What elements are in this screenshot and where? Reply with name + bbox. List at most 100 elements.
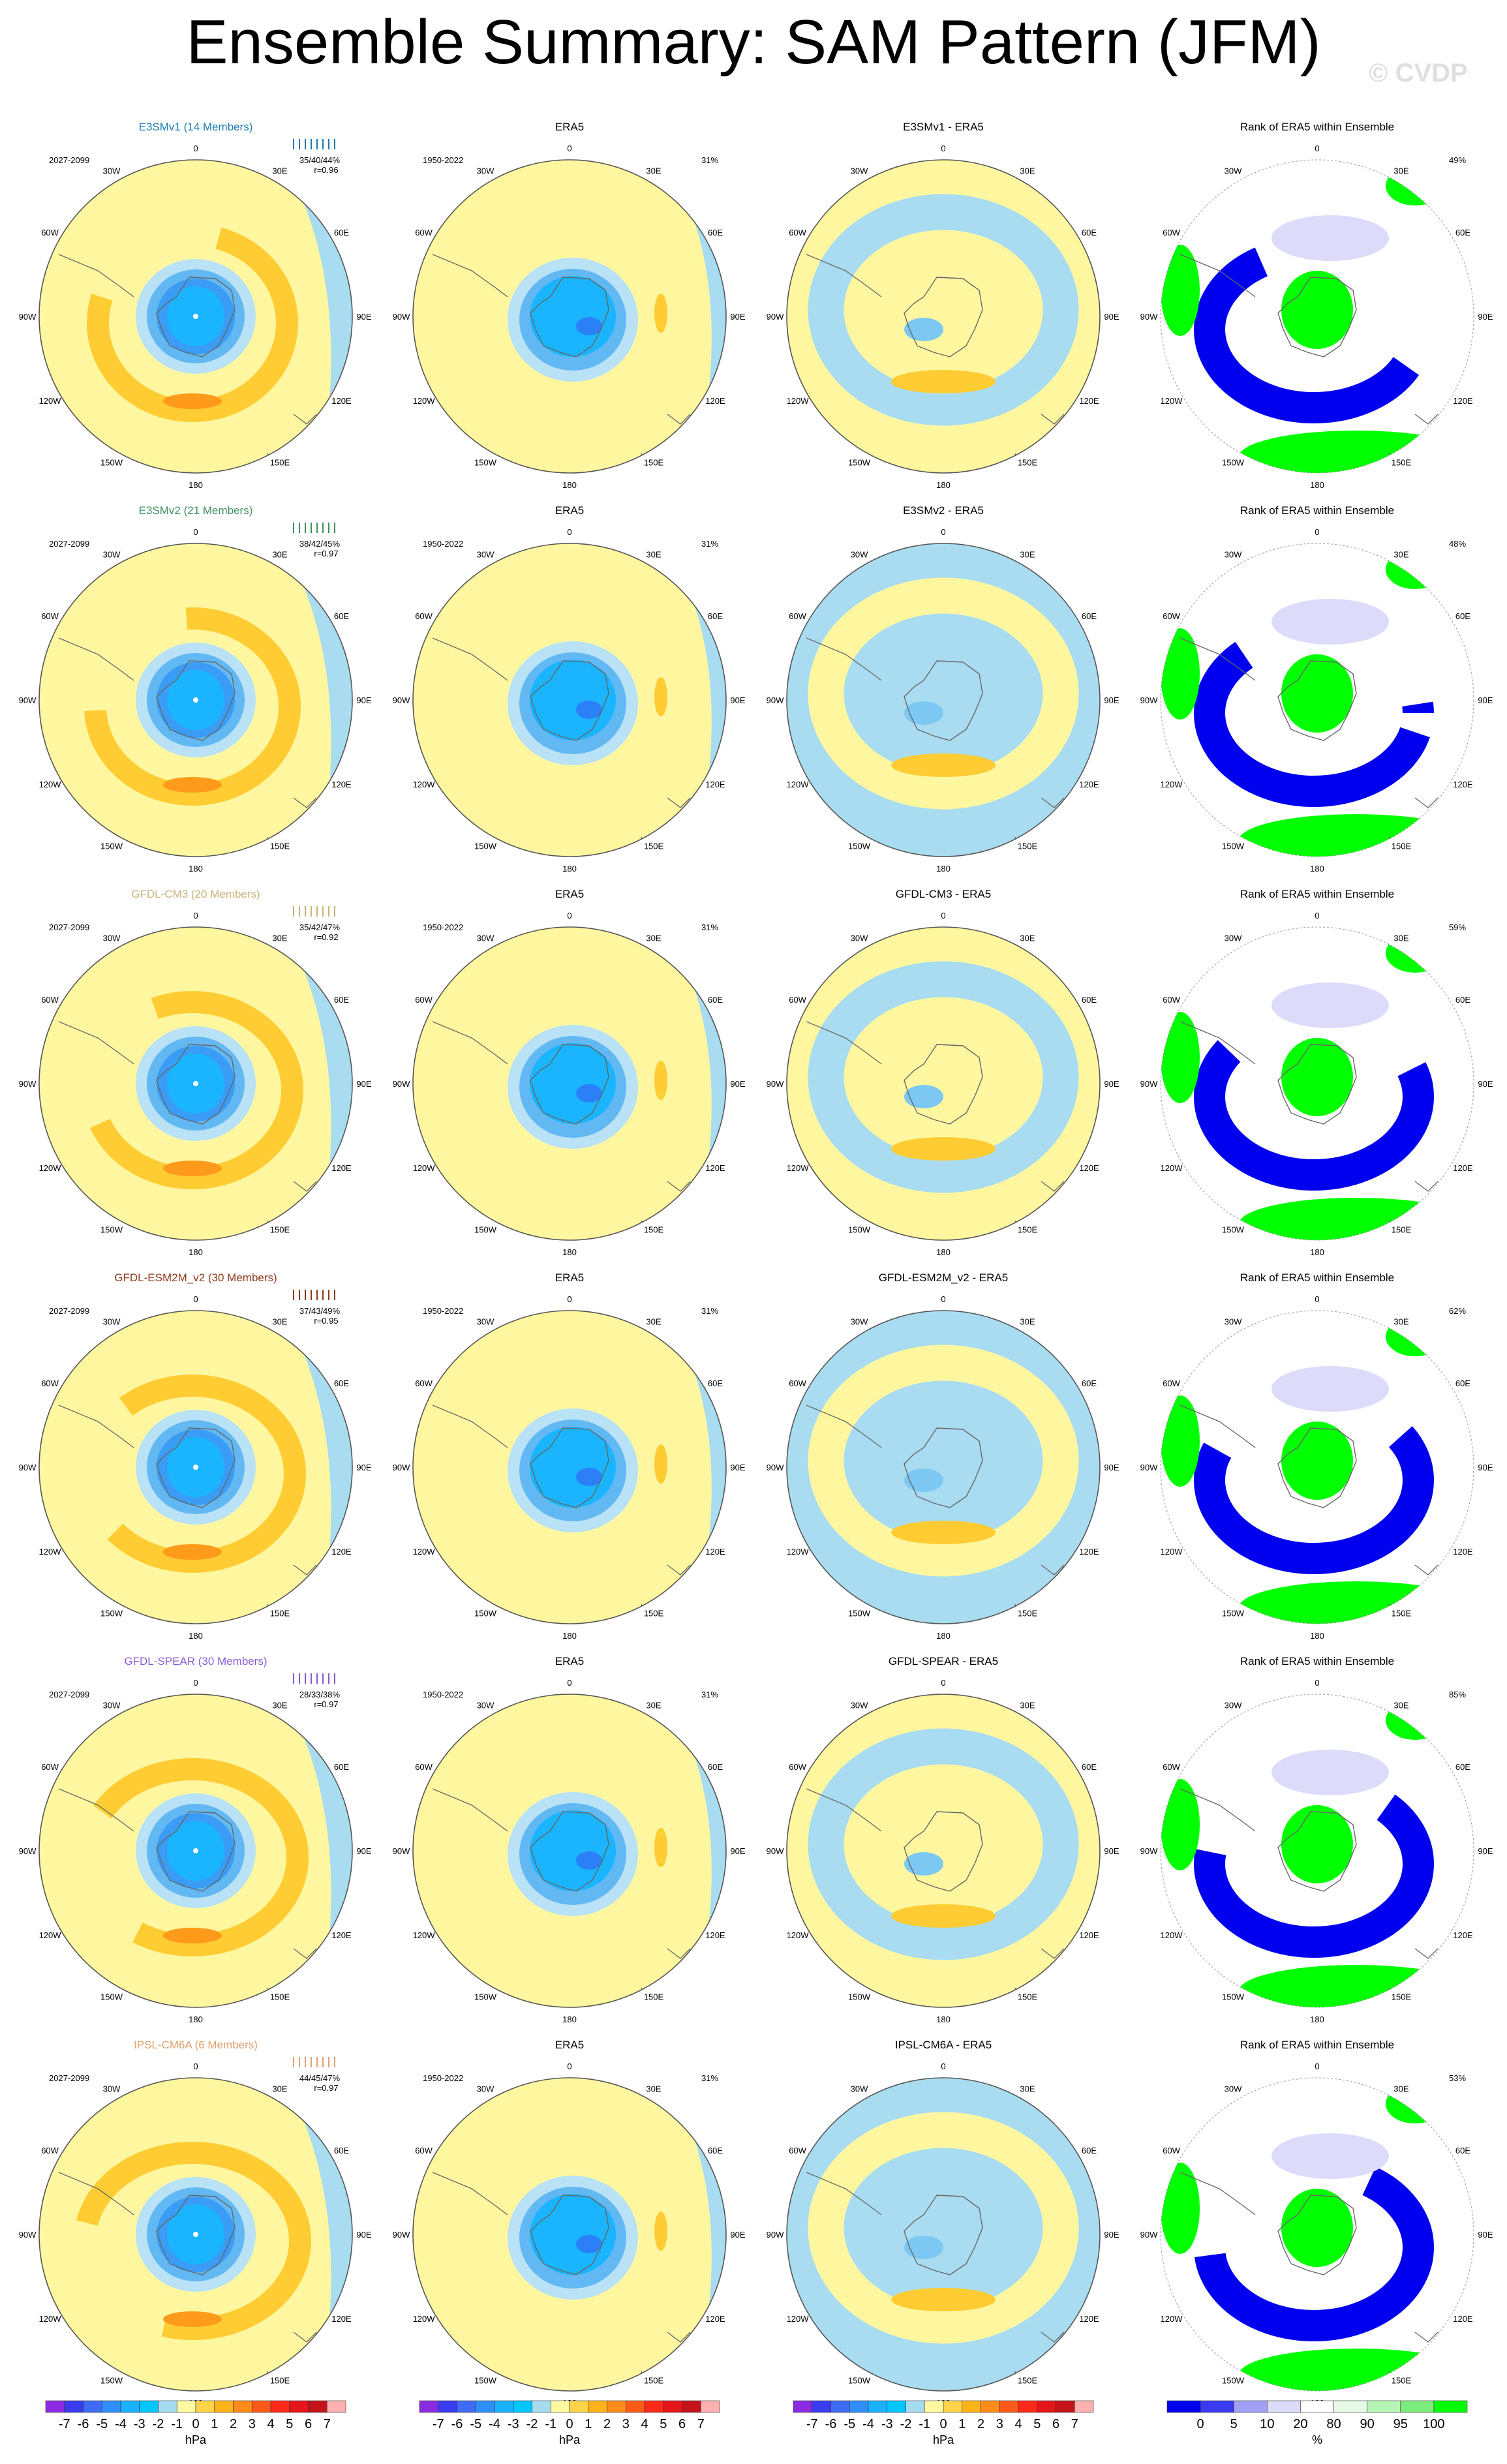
model-stats: 28/33/38%: [299, 1690, 341, 1699]
model-years: 2027-2099: [49, 155, 89, 165]
rank-panel: Rank of ERA5 within Ensemble 62% 0 30E 60E 90…: [1140, 1271, 1493, 1641]
longitude-label: 90W: [1140, 1079, 1158, 1089]
colorbar-swatch: [233, 2400, 252, 2413]
australia-coast: [1041, 797, 1065, 808]
longitude-label: 0: [1315, 911, 1319, 920]
difference-title: GFDL-SPEAR - ERA5: [889, 1655, 998, 1667]
longitude-label: 30W: [1225, 166, 1242, 176]
longitude-label: 150E: [270, 1224, 290, 1234]
rank-high-core: [1281, 1805, 1353, 1883]
rank-high-south: [1239, 2349, 1474, 2391]
summary-row: E3SMv2 (21 Members) 2027-2099 38/42/45%r=0…: [19, 504, 1493, 874]
longitude-label: 90W: [19, 312, 37, 322]
south-america-coast: [1180, 637, 1256, 681]
south-america-coast: [432, 254, 508, 297]
longitude-label: 60E: [334, 2146, 349, 2155]
antarctica-outline: [530, 660, 609, 741]
longitude-label: 120E: [1079, 1930, 1099, 1940]
australia-coast: [1041, 414, 1065, 425]
antarctica-outline: [904, 1811, 983, 1892]
longitude-label: 120E: [1453, 1547, 1473, 1557]
longitude-label: 60E: [1455, 611, 1470, 621]
longitude-label: 180: [936, 2015, 951, 2024]
rank-high-core: [1281, 2189, 1353, 2267]
south-america-coast: [806, 1405, 882, 1448]
longitude-label: 60W: [1163, 1378, 1180, 1388]
blue-contour-3: [530, 2194, 616, 2275]
colorbar-tick: -1: [545, 2417, 556, 2431]
australia-coast: [293, 1564, 317, 1575]
rank-field: [1161, 927, 1474, 1240]
longitude-label: 0: [567, 527, 571, 537]
colorbar-tick: -6: [78, 2417, 89, 2431]
longitude-label: 120E: [331, 1930, 352, 1940]
colorbar-swatch: [924, 2400, 944, 2413]
longitude-label: 150W: [100, 457, 123, 467]
longitude-label: 0: [1315, 527, 1319, 537]
colorbar-swatch: [682, 2400, 701, 2413]
positive-anomaly: [654, 294, 667, 333]
south-america-coast: [806, 254, 882, 297]
orange-ring: [74, 2142, 311, 2340]
colorbar-tick: 5: [1230, 2417, 1238, 2431]
longitude-label: 30E: [646, 1701, 661, 1711]
orange-core: [163, 1928, 222, 1943]
australia-coast: [1041, 2332, 1065, 2343]
colorbar-swatch: [1400, 2400, 1435, 2413]
colorbar-tick: 6: [1052, 2417, 1059, 2431]
colorbar-swatch: [289, 2400, 309, 2413]
longitude-label: 90W: [767, 312, 784, 322]
polar-frame: [38, 159, 353, 474]
south-america-coast: [58, 637, 134, 681]
longitude-label: 150W: [1222, 841, 1245, 851]
longitude-label: 90E: [1104, 1463, 1119, 1472]
rank-title: Rank of ERA5 within Ensemble: [1240, 1271, 1394, 1284]
colorbar-tick: 4: [641, 2417, 648, 2431]
longitude-label: 180: [936, 1247, 951, 1257]
longitude-label: 120W: [413, 1930, 436, 1940]
colorbar-swatch: [64, 2400, 84, 2413]
longitude-label: 150W: [848, 841, 871, 851]
longitude-label: 180: [936, 480, 951, 490]
antarctica-outline: [1277, 277, 1357, 357]
obs-title: ERA5: [555, 888, 584, 900]
longitude-label: 120W: [787, 2314, 810, 2324]
longitude-label: 30E: [1020, 1317, 1035, 1327]
colorbar-tick: 0: [566, 2417, 573, 2431]
antarctica-outline: [530, 2195, 609, 2275]
longitude-label: 120E: [331, 1163, 352, 1173]
longitude-label: 150E: [644, 457, 664, 467]
orange-core: [163, 777, 222, 793]
longitude-label: 150E: [1018, 1608, 1038, 1618]
australia-coast: [293, 1181, 317, 1192]
orange-core: [163, 2311, 222, 2327]
obs-field: [413, 543, 726, 857]
obs-variance: 31%: [701, 922, 718, 932]
difference-orange: [891, 1521, 996, 1544]
longitude-label: 150E: [1018, 841, 1038, 851]
longitude-label: 120E: [1453, 2314, 1473, 2324]
longitude-label: 0: [193, 144, 198, 153]
rank-low-band: [1194, 1386, 1434, 1574]
colorbar-swatch: [1200, 2400, 1234, 2413]
colorbar-swatch: [139, 2400, 159, 2413]
summary-row: GFDL-ESM2M_v2 (30 Members) 2027-2099 37/43…: [19, 1271, 1493, 1641]
longitude-label: 60W: [41, 228, 59, 237]
model-correlation: r=0.92: [314, 932, 338, 942]
colorbar-tick: -6: [825, 2417, 837, 2431]
longitude-label: 120W: [39, 1163, 62, 1173]
longitude-label: 120E: [1079, 780, 1099, 789]
colorbar-swatch: [793, 2400, 813, 2413]
longitude-label: 120E: [1079, 2314, 1099, 2324]
obs-variance: 31%: [701, 1690, 718, 1699]
colorbar-swatch: [943, 2400, 963, 2413]
blue-contour-3: [530, 1043, 616, 1124]
blue-contour-4: [576, 2235, 602, 2253]
difference-orange: [891, 1904, 996, 1928]
colorbar-swatch: [1267, 2400, 1301, 2413]
obs-variance: 31%: [701, 2073, 718, 2083]
colorbar-tick: 3: [996, 2417, 1003, 2431]
longitude-label: 60E: [1082, 1378, 1097, 1388]
colorbar: 0 5 10 20 80 90 95 100%: [1166, 2400, 1468, 2446]
difference-panel: GFDL-ESM2M_v2 - ERA5 0 30E 60E 90E 120E 150E 18…: [767, 1271, 1119, 1641]
